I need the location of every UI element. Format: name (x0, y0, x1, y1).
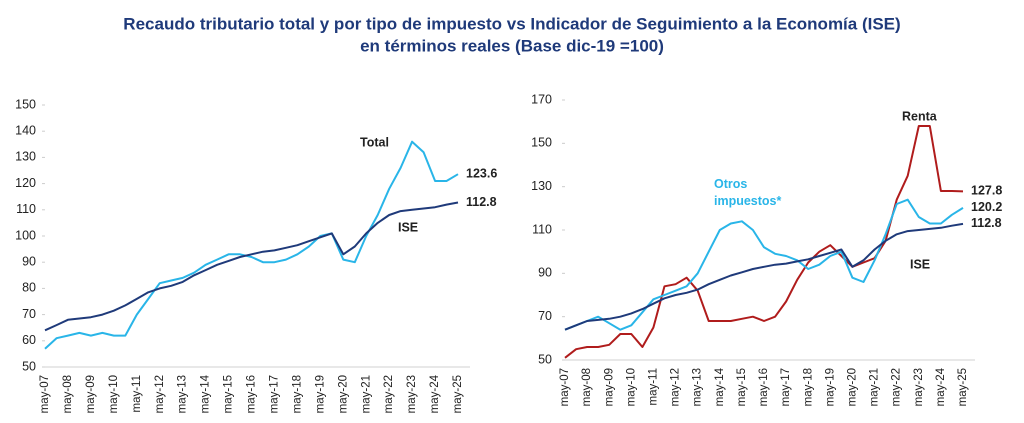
series-line (44, 201, 459, 332)
series-name: ISE (398, 220, 418, 234)
x-tick-label: may-21 (869, 368, 881, 406)
x-tick-label: may-25 (452, 375, 464, 413)
y-tick-label: 70 (538, 309, 552, 323)
x-tick-label: may-15 (736, 368, 748, 406)
x-tick-label: may-13 (692, 368, 704, 406)
y-tick-label: 80 (22, 281, 36, 295)
series-name: Renta (902, 109, 938, 123)
series-line (44, 140, 459, 350)
x-tick-label: may-17 (268, 375, 280, 413)
x-tick-label: may-12 (154, 375, 166, 413)
x-tick-label: may-16 (246, 375, 258, 413)
end-label: 112.8 (971, 216, 1002, 230)
x-tick-label: may-15 (223, 375, 235, 413)
series-line (564, 198, 964, 331)
chart-title: Recaudo tributario total y por tipo de i… (123, 14, 900, 33)
y-tick-label: 90 (538, 266, 552, 280)
series-name: Otros impuestos* (714, 177, 782, 208)
y-tick-label: 100 (15, 228, 36, 242)
end-label: 120.2 (971, 200, 1002, 214)
x-tick-label: may-09 (603, 368, 615, 406)
end-label: 123.6 (466, 166, 497, 180)
series-name: Total (360, 135, 389, 149)
series-name: Otros impuestos* (714, 177, 782, 208)
x-tick-label: may-19 (824, 368, 836, 406)
y-tick-label: 130 (15, 150, 36, 164)
x-tick-label: may-24 (429, 374, 441, 413)
x-tick-label: may-18 (802, 368, 814, 406)
y-tick-label: 150 (531, 136, 552, 150)
chart-title: en términos reales (Base dic-19 =100) (360, 36, 664, 55)
x-tick-label: may-07 (39, 375, 51, 413)
x-tick-label: may-08 (62, 375, 74, 413)
x-tick-label: may-25 (957, 368, 969, 406)
x-tick-label: may-10 (625, 368, 637, 406)
x-tick-label: may-09 (85, 375, 97, 413)
x-tick-label: may-20 (846, 368, 858, 406)
x-tick-label: may-07 (559, 368, 571, 406)
x-tick-label: may-14 (200, 374, 212, 413)
x-tick-label: may-16 (758, 368, 770, 406)
x-tick-label: may-22 (891, 368, 903, 406)
y-tick-label: 120 (15, 176, 36, 190)
y-tick-label: 50 (22, 359, 36, 373)
y-tick-label: 110 (532, 222, 552, 236)
x-tick-label: may-13 (177, 375, 189, 413)
end-label: 127.8 (971, 184, 1002, 198)
y-tick-label: 150 (15, 97, 36, 111)
y-tick-label: 170 (531, 92, 552, 106)
x-tick-label: may-10 (108, 375, 120, 413)
series-line (564, 222, 964, 331)
y-tick-label: 110 (16, 202, 36, 216)
x-tick-label: may-11 (647, 368, 659, 406)
x-tick-label: may-18 (291, 375, 303, 413)
series-line (564, 125, 964, 359)
x-tick-label: may-12 (670, 368, 682, 406)
x-tick-label: may-23 (913, 368, 925, 406)
y-tick-label: 140 (15, 123, 36, 137)
x-tick-label: may-17 (780, 368, 792, 406)
y-tick-label: 60 (22, 333, 36, 347)
x-tick-label: may-19 (314, 375, 326, 413)
x-tick-label: may-23 (406, 375, 418, 413)
x-tick-label: may-24 (935, 367, 947, 406)
x-tick-label: may-21 (360, 375, 372, 413)
end-label: 112.8 (466, 195, 497, 209)
x-tick-label: may-14 (714, 367, 726, 406)
y-tick-label: 50 (538, 352, 552, 366)
x-tick-label: may-22 (383, 375, 395, 413)
y-tick-label: 70 (22, 307, 36, 321)
x-tick-label: may-11 (131, 375, 143, 413)
x-tick-label: may-08 (581, 368, 593, 406)
x-tick-label: may-20 (337, 375, 349, 413)
y-tick-label: 90 (22, 254, 36, 268)
series-name: ISE (910, 257, 930, 271)
y-tick-label: 130 (531, 179, 552, 193)
